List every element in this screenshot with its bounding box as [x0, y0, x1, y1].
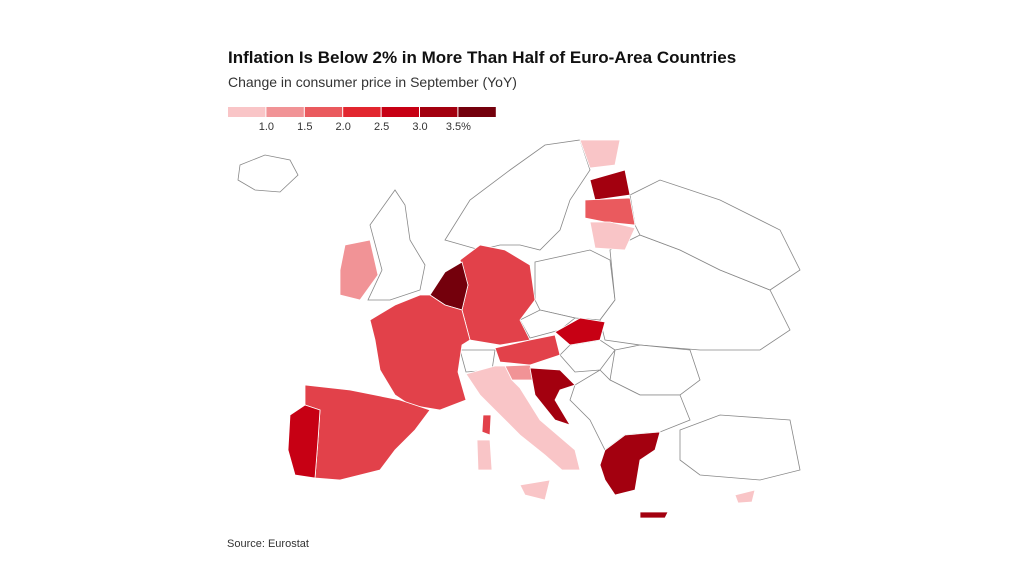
- uk: [367, 189, 426, 301]
- legend-swatch: [381, 107, 419, 117]
- source: Source: Eurostat: [227, 538, 309, 550]
- legend-label: 1.5: [297, 121, 312, 133]
- legend-label: 2.0: [336, 121, 351, 133]
- map: [237, 139, 801, 519]
- legend-swatch: [266, 107, 304, 117]
- legend-swatch: [304, 107, 343, 117]
- croatia: [529, 367, 576, 426]
- subtitle: Change in consumer price in September (Y…: [228, 74, 517, 90]
- cyprus: [734, 489, 756, 504]
- czechia: [519, 309, 576, 339]
- ireland: [339, 239, 379, 301]
- germany: [459, 244, 536, 346]
- latvia: [584, 197, 636, 226]
- turkey: [679, 414, 801, 481]
- hungary: [559, 339, 616, 373]
- crete: [639, 511, 669, 519]
- lithuania: [589, 221, 636, 251]
- legend-label: 3.5%: [446, 121, 471, 133]
- austria: [494, 334, 561, 366]
- italy: [465, 365, 581, 471]
- greece: [599, 431, 661, 496]
- title: Inflation Is Below 2% in More Than Half …: [228, 48, 736, 67]
- finland: [579, 139, 621, 169]
- estonia: [589, 169, 631, 201]
- legend-swatch: [343, 107, 381, 117]
- legend-swatch: [420, 107, 458, 117]
- slovakia: [554, 317, 606, 346]
- france: [369, 294, 471, 411]
- legend-label: 2.5: [374, 121, 389, 133]
- legend-label: 3.0: [412, 121, 427, 133]
- balkans: [569, 369, 691, 451]
- scandinavia: [444, 139, 591, 251]
- legend-swatch: [228, 107, 266, 117]
- poland: [534, 249, 616, 321]
- legend-swatch: [458, 107, 496, 117]
- legend: 1.0 1.5 2.0 2.5 3.0 3.5%: [228, 107, 496, 133]
- corsica: [481, 414, 492, 436]
- sardinia: [476, 439, 493, 471]
- legend-label: 1.0: [259, 121, 274, 133]
- iceland: [237, 154, 299, 193]
- sicily: [519, 479, 551, 501]
- russia: [629, 179, 801, 291]
- portugal: [287, 404, 321, 479]
